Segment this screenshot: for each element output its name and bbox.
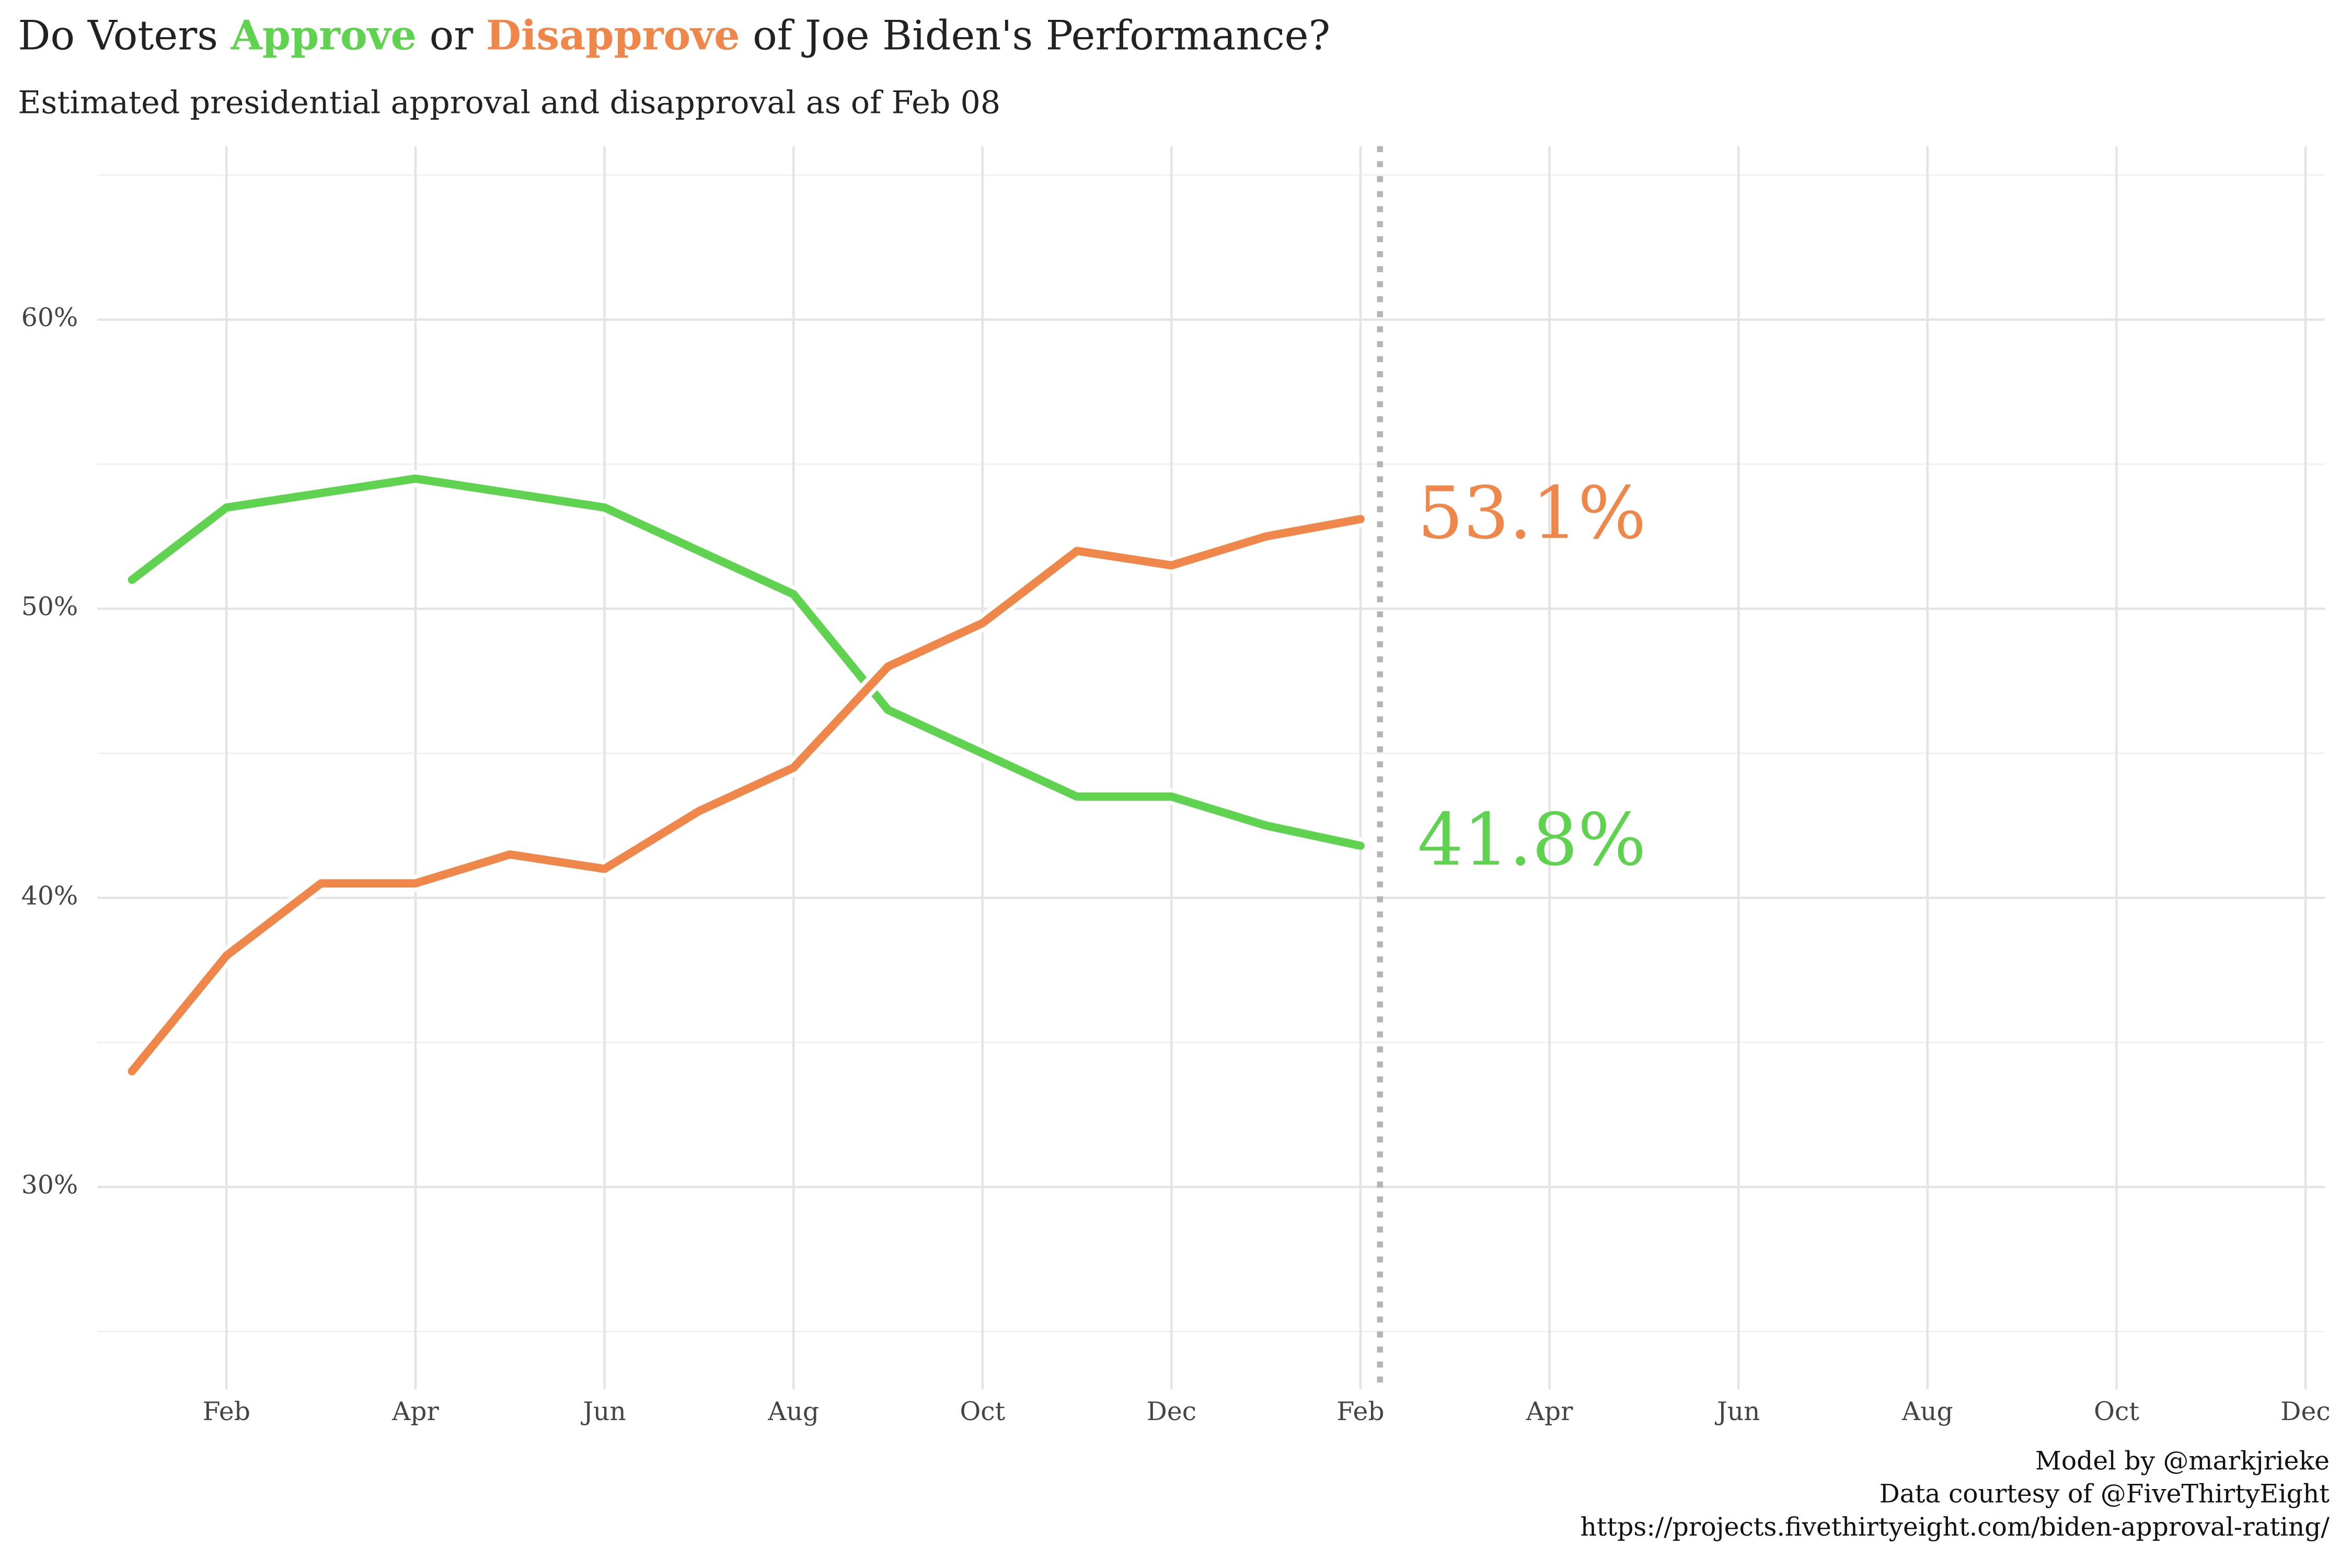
- grid: 30% 40% 50% 60% Feb Apr Jun Aug Oct Dec Feb Apr Jun A…: [21, 146, 2331, 1426]
- caption-line: Data courtesy of @FiveThirtyEight: [1880, 1479, 2330, 1509]
- x-tick-label: Dec: [1147, 1397, 1196, 1426]
- x-tick-label: Feb: [203, 1397, 250, 1426]
- series-line: [128, 515, 1365, 1076]
- series-line: [128, 474, 1365, 850]
- plot: 41.8% 53.1%: [125, 146, 1646, 1390]
- end-label: 53.1%: [1417, 471, 1646, 555]
- title-part: Approve: [230, 12, 417, 60]
- end-label: 41.8%: [1417, 798, 1646, 882]
- x-tick-label: Aug: [1901, 1397, 1953, 1426]
- title-part: of Joe Biden's Performance?: [740, 13, 1330, 60]
- y-tick-label: 60%: [21, 303, 78, 332]
- x-tick-label: Apr: [1526, 1397, 1573, 1426]
- x-tick-label: Dec: [2280, 1397, 2330, 1426]
- x-tick-label: Feb: [1336, 1397, 1384, 1426]
- x-tick-label: Oct: [960, 1397, 1005, 1426]
- caption-line: Model by @markjrieke: [2035, 1446, 2330, 1476]
- title-part: Disapprove: [486, 12, 740, 60]
- title-part: Do Voters: [18, 13, 230, 60]
- x-tick-label: Apr: [391, 1397, 439, 1426]
- x-tick-label: Oct: [2094, 1397, 2139, 1426]
- x-tick-label: Jun: [1714, 1397, 1760, 1426]
- title-part: or: [417, 13, 486, 60]
- y-tick-label: 50%: [21, 592, 78, 621]
- caption-line: https://projects.fivethirtyeight.com/bid…: [1580, 1512, 2330, 1542]
- chart-title: Do Voters Approve or Disapprove of Joe B…: [18, 12, 1330, 60]
- y-tick-label: 30%: [21, 1170, 78, 1200]
- chart-subtitle: Estimated presidential approval and disa…: [18, 85, 1000, 121]
- x-tick-label: Aug: [767, 1397, 819, 1426]
- y-tick-label: 40%: [21, 881, 78, 910]
- x-tick-label: Jun: [580, 1397, 626, 1426]
